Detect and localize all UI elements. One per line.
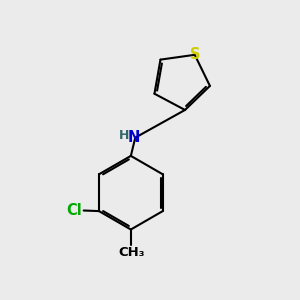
Text: N: N [128,130,140,145]
Text: H: H [119,129,129,142]
Text: Cl: Cl [66,203,82,218]
Text: S: S [190,47,201,62]
Text: CH₃: CH₃ [118,246,145,259]
